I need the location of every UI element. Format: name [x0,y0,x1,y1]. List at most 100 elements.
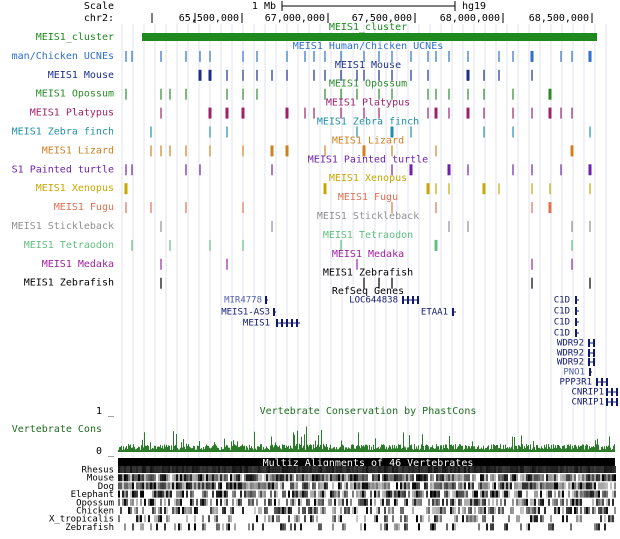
alignment [272,466,274,473]
alignment [506,490,508,498]
track-label: MEIS1 Platypus [30,108,114,119]
alignment [510,474,512,482]
alignment [496,515,498,523]
alignment [270,515,272,523]
alignment [252,490,254,498]
alignment [198,466,200,473]
alignment [312,490,314,498]
alignment [392,515,394,523]
alignment [236,466,238,473]
alignment [354,474,356,482]
alignment [520,466,522,473]
alignment [148,474,150,482]
alignment [412,498,414,506]
alignment [428,474,430,482]
alignment [350,498,352,506]
alignment [472,498,474,506]
alignment [564,466,566,473]
alignment [484,466,486,473]
alignment [592,515,594,523]
alignment [274,466,276,473]
alignment [348,490,350,498]
alignment [358,482,360,490]
alignment [396,523,398,531]
alignment [326,523,328,531]
alignment [582,507,584,514]
alignment [592,490,594,498]
alignment [202,498,204,506]
alignment [164,498,166,506]
alignment [490,490,492,498]
alignment [464,515,466,523]
alignment [446,482,448,490]
alignment [574,515,576,523]
alignment [260,490,262,498]
alignment [404,515,406,523]
alignment [304,490,306,498]
alignment [188,474,190,482]
alignment [168,482,170,490]
alignment [264,498,266,506]
alignment [506,507,508,514]
alignment [358,507,360,514]
exon [588,349,590,357]
alignment [152,466,154,473]
gene-label: CNRIP1 [571,398,604,408]
alignment [202,466,204,473]
alignment [458,474,460,482]
alignment [436,498,438,506]
alignment [260,482,262,490]
alignment [560,515,562,523]
alignment [306,466,308,473]
alignment [340,507,342,514]
alignment [152,474,154,482]
alignment [504,523,506,531]
alignment [526,515,528,523]
alignment [452,482,454,490]
alignment [190,507,192,514]
alignment [464,482,466,490]
alignment [282,523,284,531]
alignment [434,515,436,523]
alignment [180,482,182,490]
alignment [388,490,390,498]
alignment [318,523,320,531]
alignment [604,507,606,514]
alignment [334,482,336,490]
alignment [578,490,580,498]
multiz-title: Multiz Alignments of 46 Vertebrates [263,458,474,469]
alignment [164,490,166,498]
alignment [518,490,520,498]
alignment [210,466,212,473]
alignment [592,482,594,490]
alignment [252,523,254,531]
alignment [412,507,414,514]
alignment [276,507,278,514]
alignment [176,490,178,498]
alignment [468,523,470,531]
alignment [126,466,128,473]
alignment [528,474,530,482]
alignment [346,466,348,473]
alignment [174,507,176,514]
alignment [558,482,560,490]
alignment [392,474,394,482]
alignment [372,490,374,498]
alignment [178,498,180,506]
alignment [546,523,548,531]
alignment [528,507,530,514]
alignment [310,498,312,506]
alignment [362,498,364,506]
alignment [352,490,354,498]
alignment [420,507,422,514]
alignment [460,498,462,506]
alignment [326,515,328,523]
alignment [382,474,384,482]
alignment [556,498,558,506]
alignment [470,474,472,482]
alignment [428,523,430,531]
alignment [136,515,138,523]
alignment [286,466,288,473]
alignment [468,482,470,490]
alignment [210,498,212,506]
